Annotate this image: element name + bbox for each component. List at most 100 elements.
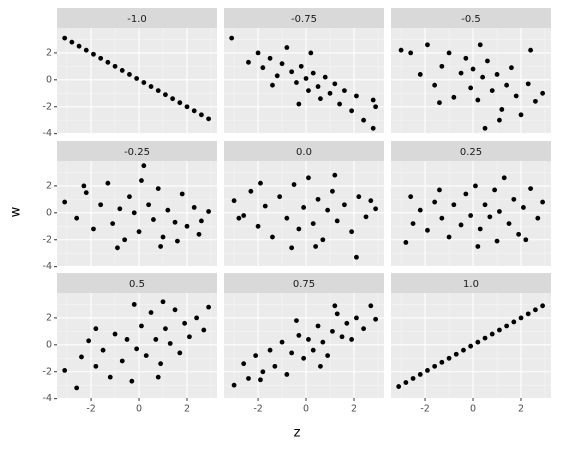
point xyxy=(127,72,132,77)
y-tick-label: 2 xyxy=(46,180,52,191)
point xyxy=(270,82,275,88)
point xyxy=(139,178,144,183)
facet-label: -1.0 xyxy=(127,14,147,25)
point xyxy=(504,323,510,329)
point xyxy=(246,59,251,65)
point xyxy=(497,117,502,123)
point xyxy=(272,363,278,369)
panel-background xyxy=(57,293,217,398)
point xyxy=(62,35,68,41)
point xyxy=(417,372,423,377)
point xyxy=(437,187,442,193)
point xyxy=(487,214,493,220)
point xyxy=(262,203,268,209)
point xyxy=(356,194,362,200)
point xyxy=(540,303,546,309)
y-axis-title: w xyxy=(9,206,24,217)
point xyxy=(425,227,430,233)
point xyxy=(241,361,247,367)
point xyxy=(119,358,125,364)
point xyxy=(310,221,316,226)
point xyxy=(267,347,273,353)
point xyxy=(69,39,75,45)
point xyxy=(131,210,137,216)
point xyxy=(229,35,235,41)
point xyxy=(308,50,314,56)
point xyxy=(320,339,326,345)
panel-background xyxy=(391,28,551,133)
point xyxy=(451,202,457,208)
point xyxy=(155,88,161,93)
point xyxy=(497,209,502,214)
point xyxy=(482,335,488,341)
point xyxy=(298,63,304,69)
point xyxy=(521,205,526,210)
point xyxy=(501,175,507,181)
point xyxy=(525,81,531,87)
point xyxy=(432,82,438,88)
point xyxy=(315,84,321,89)
point xyxy=(497,327,502,333)
point xyxy=(354,93,359,99)
point xyxy=(115,245,120,251)
point xyxy=(289,350,295,356)
point xyxy=(284,45,290,50)
facet-label: 0.75 xyxy=(293,279,315,290)
point xyxy=(236,215,242,221)
point xyxy=(318,363,323,369)
x-tick-label: 2 xyxy=(351,404,357,415)
point xyxy=(79,354,84,360)
point xyxy=(482,125,488,131)
point xyxy=(184,104,190,110)
y-tick-label: 0 xyxy=(46,339,52,350)
point xyxy=(373,104,379,110)
point xyxy=(342,88,347,93)
point xyxy=(403,380,409,385)
point xyxy=(451,94,457,100)
point xyxy=(296,101,302,107)
point xyxy=(134,76,140,81)
point xyxy=(473,183,478,189)
point xyxy=(151,217,156,222)
point xyxy=(432,199,438,205)
point xyxy=(148,84,154,89)
point xyxy=(310,347,316,353)
x-tick-label: 0 xyxy=(136,404,142,415)
facet-label: -0.5 xyxy=(461,14,481,25)
point xyxy=(370,125,376,131)
point xyxy=(425,368,430,373)
point xyxy=(349,337,355,342)
point xyxy=(477,226,483,232)
point xyxy=(62,199,68,205)
point xyxy=(313,244,319,249)
point xyxy=(253,353,259,358)
point xyxy=(258,180,263,186)
point xyxy=(93,326,99,332)
point xyxy=(258,377,263,383)
point xyxy=(535,215,541,221)
point xyxy=(296,333,302,338)
point xyxy=(98,202,104,208)
point xyxy=(320,237,326,243)
point xyxy=(170,96,176,102)
point xyxy=(337,101,343,107)
point xyxy=(255,223,261,229)
point xyxy=(332,172,338,178)
x-axis-title: z xyxy=(294,426,301,441)
panel-background xyxy=(224,161,384,266)
point xyxy=(482,202,488,208)
point xyxy=(141,163,147,169)
point xyxy=(86,338,92,344)
point xyxy=(417,72,423,77)
point xyxy=(339,334,345,340)
point xyxy=(511,196,517,202)
point xyxy=(458,222,464,228)
point xyxy=(177,100,183,106)
point xyxy=(533,98,538,104)
point xyxy=(76,43,82,49)
point xyxy=(194,315,200,321)
strip-background xyxy=(57,141,217,161)
point xyxy=(284,372,290,377)
y-tick-label: 0 xyxy=(46,74,52,85)
point xyxy=(260,65,266,71)
